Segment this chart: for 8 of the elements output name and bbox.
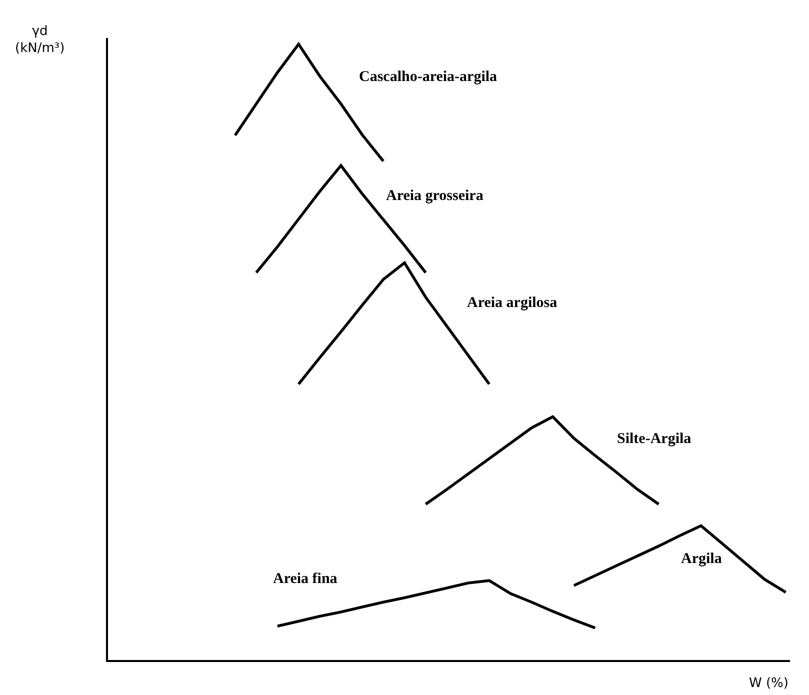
y-axis-title: γd (kN/m³) [15,24,65,56]
series-label: Silte-Argila [617,431,692,447]
series-label: Cascalho-areia-argila [359,69,498,85]
series-label: Areia grosseira [386,188,484,204]
series-label: Areia fina [273,571,338,587]
series-label: Areia argilosa [467,295,558,311]
x-axis-title: W (%) [749,676,788,691]
series-label: Argila [681,551,722,567]
